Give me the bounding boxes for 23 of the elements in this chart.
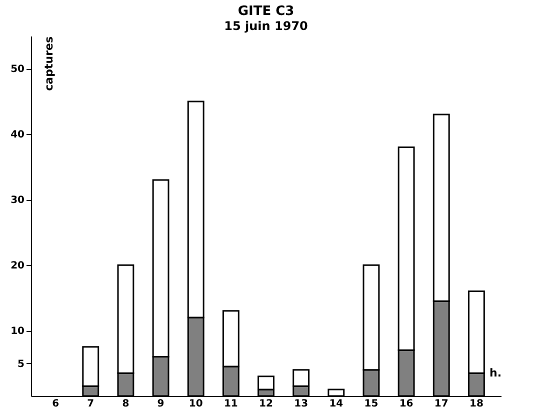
chart-subtitle: 15 juin 1970	[224, 19, 308, 33]
x-tick-label: 16	[399, 398, 414, 410]
x-tick-label: 11	[224, 398, 238, 410]
y-tick-label: 20	[10, 260, 25, 272]
y-tick-label: 50	[10, 64, 25, 76]
y-tick-label: 10	[10, 326, 25, 338]
x-tick-label: 10	[188, 398, 203, 410]
y-axis-title: captures	[42, 36, 56, 91]
y-tick-label: 40	[10, 130, 25, 141]
x-tick-label: 7	[87, 398, 94, 410]
x-tick-label: 15	[364, 398, 378, 410]
x-tick-label: 12	[259, 398, 273, 410]
x-tick-label: 8	[122, 398, 130, 410]
x-axis-title: h.	[489, 366, 502, 380]
x-tick-label: 9	[157, 398, 164, 410]
y-tick-label: 30	[10, 195, 25, 206]
x-tick-label: 18	[469, 398, 484, 410]
x-tick-label: 6	[52, 398, 60, 410]
x-tick-label: 14	[329, 398, 344, 410]
chart-title: GITE C3	[238, 4, 294, 19]
y-tick-label: 5	[18, 358, 25, 370]
x-tick-label: 17	[434, 398, 448, 410]
x-tick-label: 13	[294, 398, 308, 410]
